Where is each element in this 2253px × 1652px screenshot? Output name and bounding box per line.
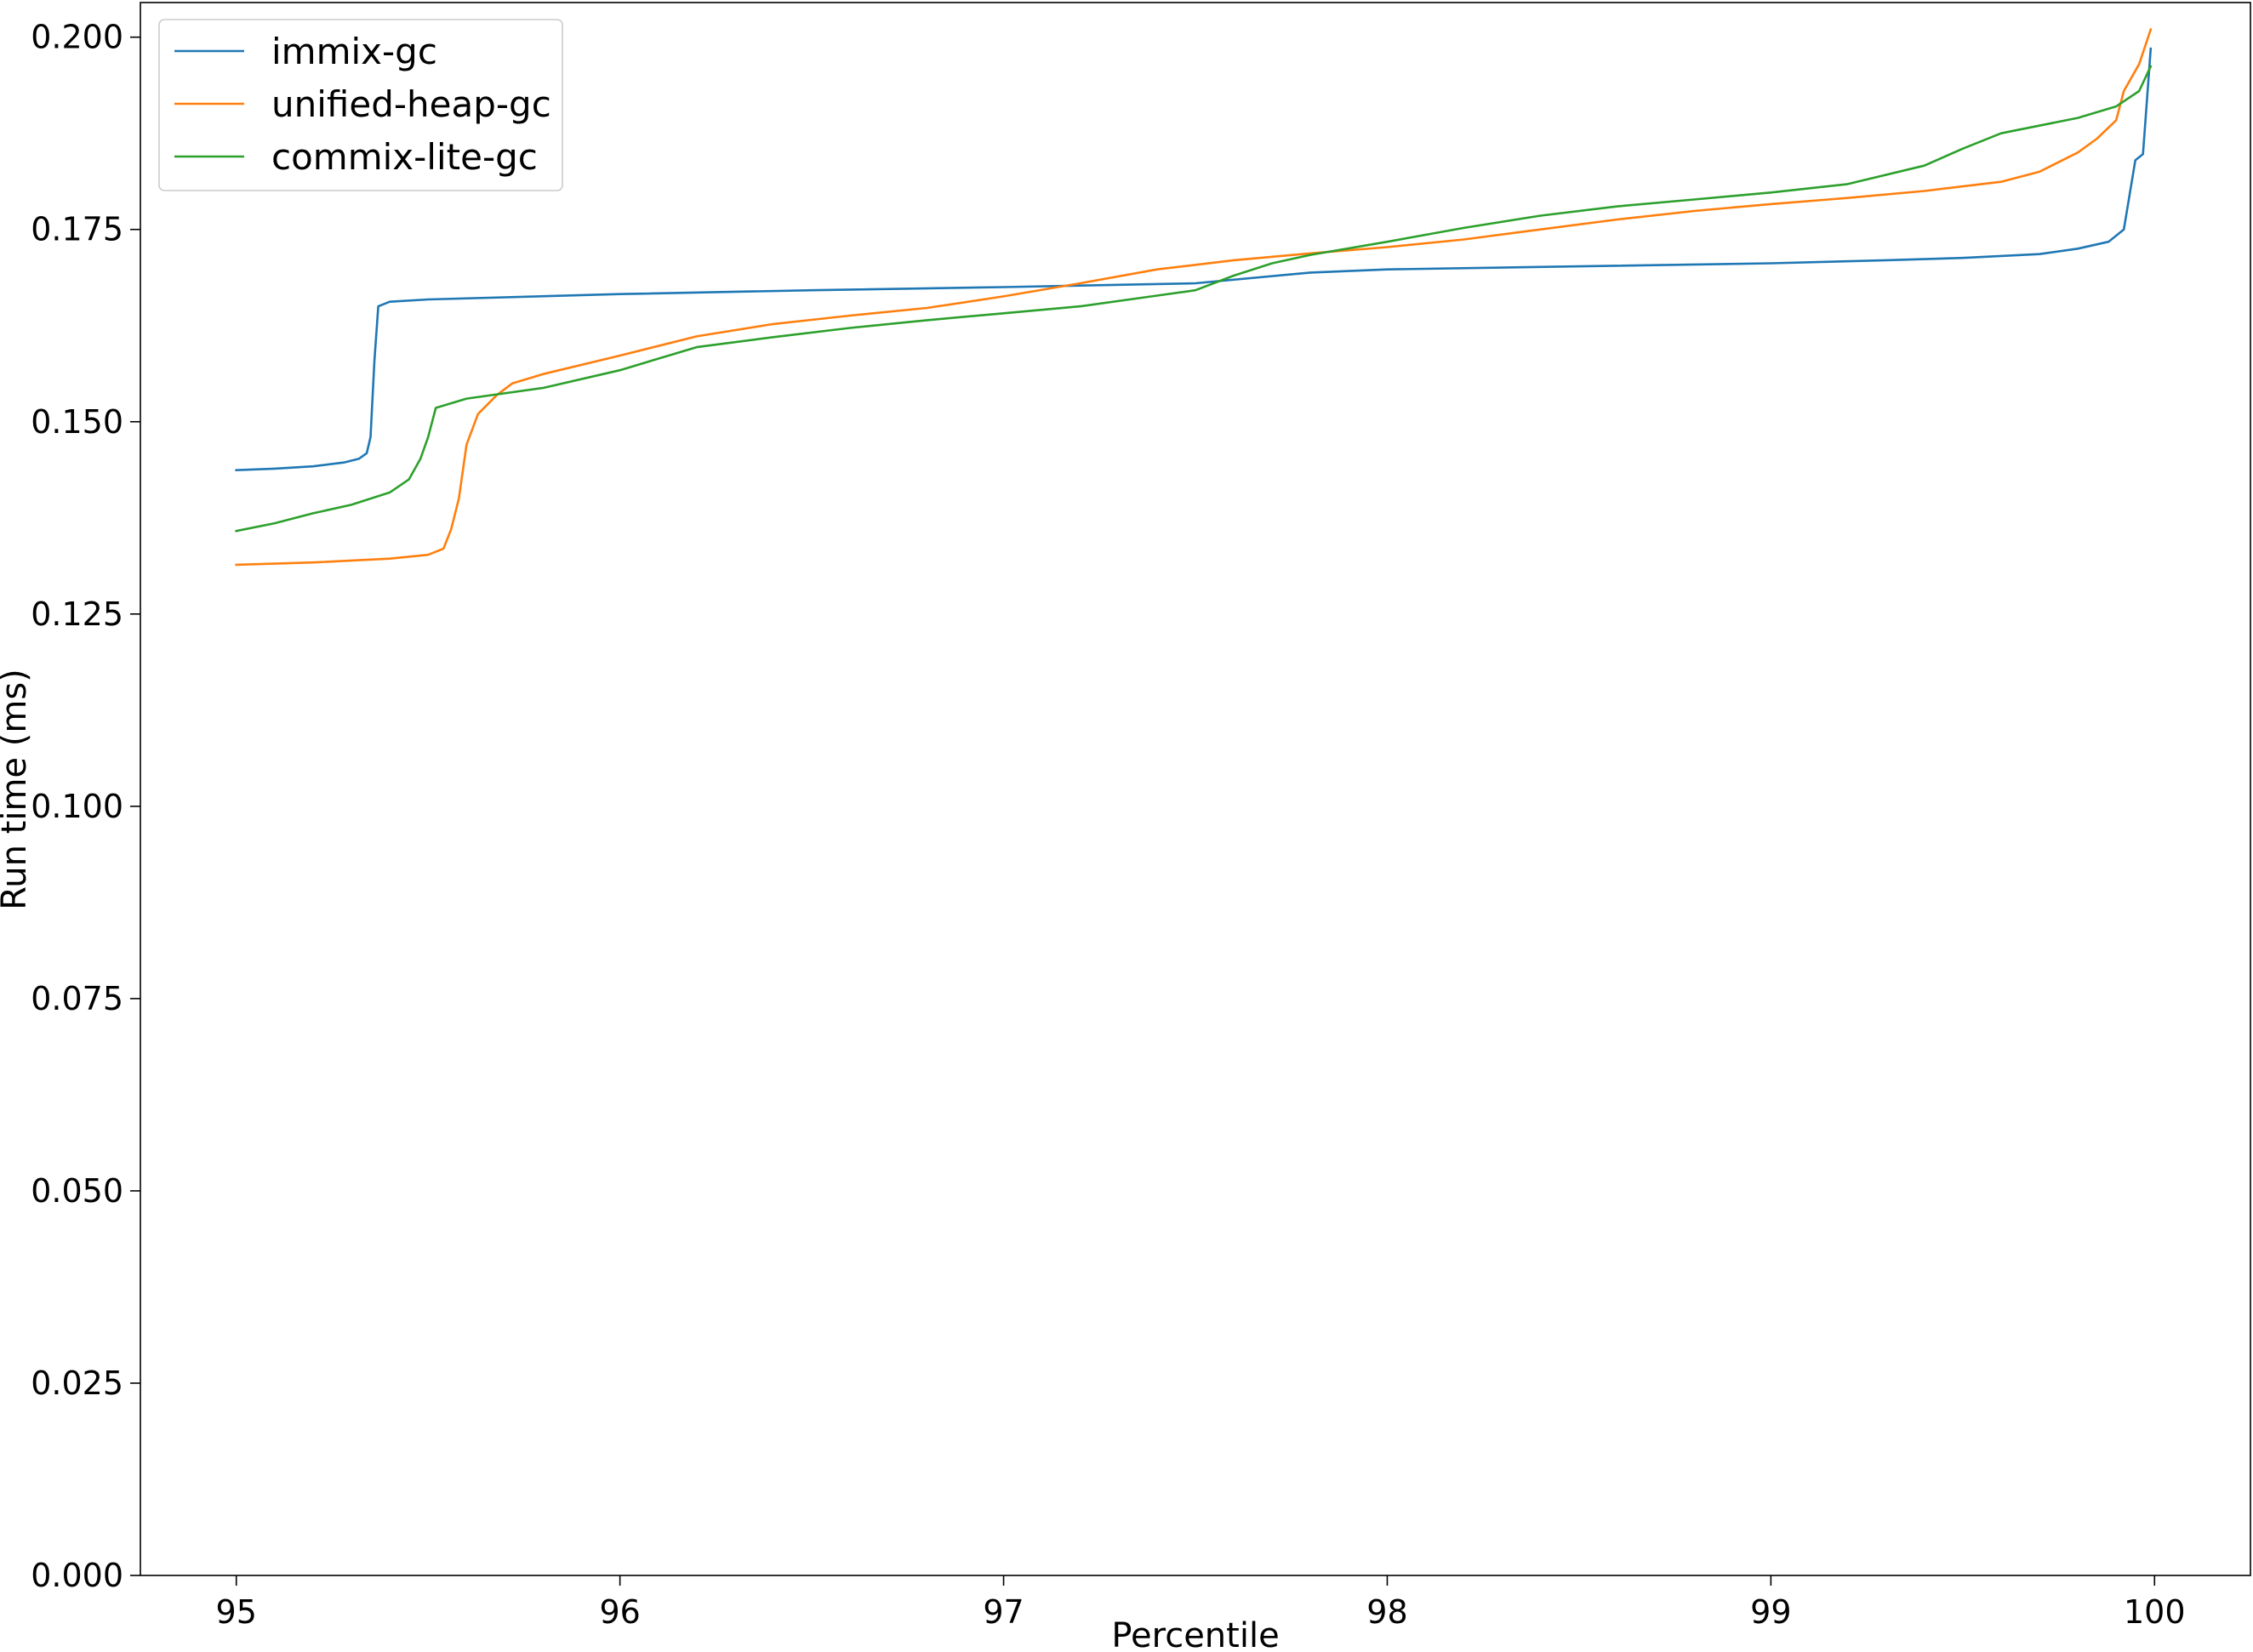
x-axis-ticks: 95 96 97 98 99 100	[216, 1575, 2186, 1631]
x-tick-label: 98	[1366, 1593, 1407, 1631]
y-tick-label: 0.125	[31, 595, 123, 633]
x-tick-label: 95	[216, 1593, 257, 1631]
legend-label-commix-lite-gc: commix-lite-gc	[271, 136, 538, 178]
y-tick-label: 0.075	[31, 980, 123, 1017]
legend-label-immix-gc: immix-gc	[271, 31, 437, 72]
x-tick-label: 96	[599, 1593, 640, 1631]
y-tick-label: 0.000	[31, 1557, 123, 1594]
y-tick-label: 0.150	[31, 403, 123, 441]
series-line-immix-gc	[235, 47, 2153, 472]
legend-label-unified-heap-gc: unified-heap-gc	[271, 83, 551, 125]
y-axis-ticks: 0.000 0.025 0.050 0.075 0.100 0.125 0.150 0.175…	[31, 19, 140, 1594]
legend-box	[158, 19, 563, 191]
series-line-unified-heap-gc	[235, 27, 2153, 567]
legend-items: immix-gc unified-heap-gc commix-lite-gc	[174, 31, 551, 178]
y-tick-label: 0.200	[31, 19, 123, 56]
series-line-commix-lite-gc	[235, 65, 2153, 533]
series-layer	[235, 27, 2153, 567]
x-tick-label: 97	[983, 1593, 1024, 1631]
y-tick-label: 0.050	[31, 1172, 123, 1210]
x-tick-label: 99	[1750, 1593, 1791, 1631]
legend: immix-gc unified-heap-gc commix-lite-gc	[158, 19, 563, 191]
x-axis-label: Percentile	[1111, 1616, 1279, 1652]
x-tick-label: 100	[2124, 1593, 2186, 1631]
y-tick-label: 0.025	[31, 1364, 123, 1402]
y-tick-label: 0.100	[31, 788, 123, 825]
y-tick-label: 0.175	[31, 211, 123, 248]
plot-area-frame	[140, 2, 2251, 1576]
y-axis-label: Run time (ms)	[0, 669, 34, 910]
